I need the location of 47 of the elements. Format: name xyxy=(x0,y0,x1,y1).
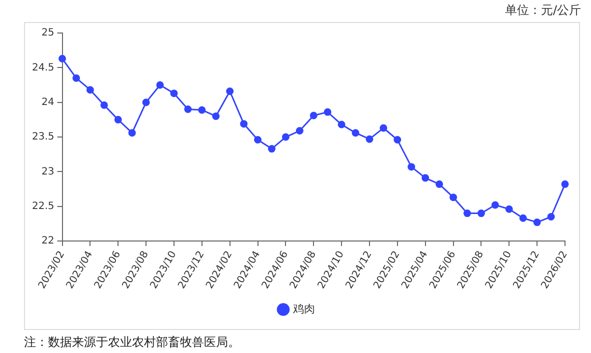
y-axis-title: 单位：元/公斤 xyxy=(504,2,581,19)
point xyxy=(212,112,220,120)
point xyxy=(156,81,164,89)
point xyxy=(114,116,122,124)
y-tick-label: 22 xyxy=(42,236,54,247)
y-tick-label: 23.5 xyxy=(32,132,54,143)
point xyxy=(86,86,94,94)
point xyxy=(436,180,444,188)
point xyxy=(352,129,360,137)
point xyxy=(422,174,430,182)
point xyxy=(380,124,388,132)
point xyxy=(226,87,234,95)
legend-label: 鸡肉 xyxy=(292,302,315,316)
point xyxy=(310,112,318,120)
point xyxy=(561,180,569,188)
point xyxy=(491,201,499,209)
point xyxy=(547,213,555,221)
point xyxy=(170,90,178,98)
point xyxy=(338,120,346,128)
point xyxy=(282,133,290,141)
point xyxy=(408,163,416,171)
point xyxy=(394,136,402,144)
point xyxy=(128,129,136,137)
text: 注：数据来源于农业农村部畜牧兽医局。 xyxy=(24,334,240,351)
point xyxy=(505,205,513,213)
point xyxy=(296,127,304,135)
y-tick-label: 25 xyxy=(42,28,54,39)
point xyxy=(366,135,374,143)
point xyxy=(240,120,248,128)
point xyxy=(477,210,485,218)
point xyxy=(533,218,541,226)
point xyxy=(184,106,192,114)
point xyxy=(72,74,80,82)
y-tick-label: 23 xyxy=(42,166,54,178)
y-tick-label: 22.5 xyxy=(32,200,54,212)
point xyxy=(142,98,150,106)
y-tick-label: 24 xyxy=(42,96,54,108)
y-tick-label: 24.5 xyxy=(32,62,54,74)
point xyxy=(254,136,262,144)
point xyxy=(100,101,108,109)
point xyxy=(268,145,276,153)
point xyxy=(198,106,206,114)
point xyxy=(450,194,458,202)
point xyxy=(519,214,527,222)
point xyxy=(58,54,66,62)
point xyxy=(324,108,332,116)
point xyxy=(463,210,471,218)
